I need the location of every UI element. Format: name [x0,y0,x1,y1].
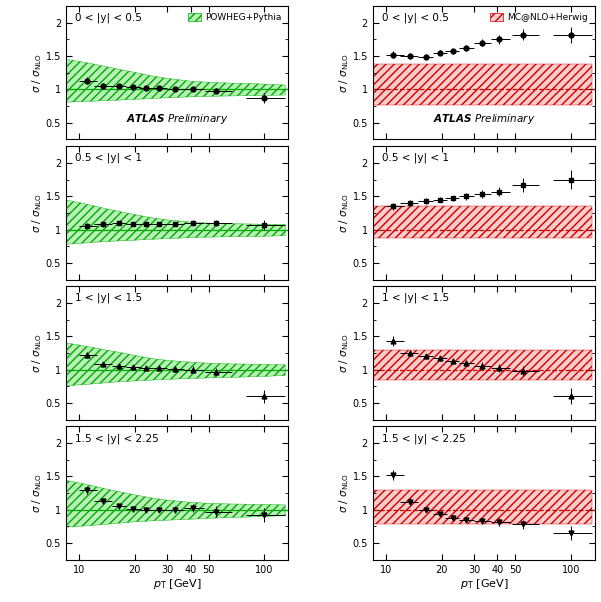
Y-axis label: $\sigma$ / $\sigma_\mathrm{NLO}$: $\sigma$ / $\sigma_\mathrm{NLO}$ [31,193,44,233]
Text: 0 < |y| < 0.5: 0 < |y| < 0.5 [75,13,142,23]
X-axis label: $p_\mathrm{T}$ [GeV]: $p_\mathrm{T}$ [GeV] [460,577,508,592]
Y-axis label: $\sigma$ / $\sigma_\mathrm{NLO}$: $\sigma$ / $\sigma_\mathrm{NLO}$ [31,333,44,373]
Text: 0.5 < |y| < 1: 0.5 < |y| < 1 [75,153,142,163]
Y-axis label: $\sigma$ / $\sigma_\mathrm{NLO}$: $\sigma$ / $\sigma_\mathrm{NLO}$ [31,473,44,513]
Text: 1 < |y| < 1.5: 1 < |y| < 1.5 [382,293,449,303]
Text: 0.5 < |y| < 1: 0.5 < |y| < 1 [382,153,449,163]
Text: 1.5 < |y| < 2.25: 1.5 < |y| < 2.25 [75,433,159,444]
Text: 1 < |y| < 1.5: 1 < |y| < 1.5 [75,293,142,303]
X-axis label: $p_\mathrm{T}$ [GeV]: $p_\mathrm{T}$ [GeV] [153,577,201,592]
Legend: MC@NLO+Herwig: MC@NLO+Herwig [487,10,590,25]
Text: 1.5 < |y| < 2.25: 1.5 < |y| < 2.25 [382,433,465,444]
Y-axis label: $\sigma$ / $\sigma_\mathrm{NLO}$: $\sigma$ / $\sigma_\mathrm{NLO}$ [337,333,351,373]
Legend: POWHEG+Pythia: POWHEG+Pythia [185,10,284,25]
Y-axis label: $\sigma$ / $\sigma_\mathrm{NLO}$: $\sigma$ / $\sigma_\mathrm{NLO}$ [337,193,351,233]
Text: 0 < |y| < 0.5: 0 < |y| < 0.5 [382,13,448,23]
Text: $\bfit{ATLAS}$ Preliminary: $\bfit{ATLAS}$ Preliminary [126,112,228,126]
Text: $\bfit{ATLAS}$ Preliminary: $\bfit{ATLAS}$ Preliminary [433,112,535,126]
Y-axis label: $\sigma$ / $\sigma_\mathrm{NLO}$: $\sigma$ / $\sigma_\mathrm{NLO}$ [31,53,44,93]
Y-axis label: $\sigma$ / $\sigma_\mathrm{NLO}$: $\sigma$ / $\sigma_\mathrm{NLO}$ [337,53,351,93]
Y-axis label: $\sigma$ / $\sigma_\mathrm{NLO}$: $\sigma$ / $\sigma_\mathrm{NLO}$ [337,473,351,513]
